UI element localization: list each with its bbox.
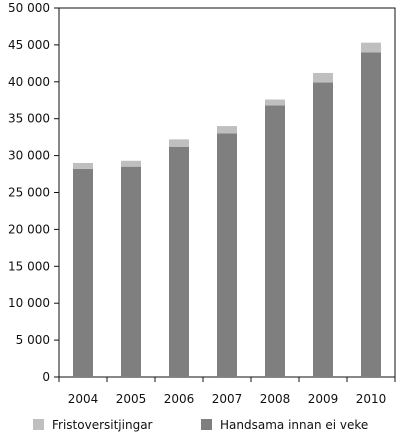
bar-2010-fristoversitjingar (361, 42, 381, 53)
bar-2009-handsama-innan-ei-veke (313, 82, 333, 378)
y-tick-label: 40 000 (8, 75, 50, 89)
legend-swatch-handsama-innan-ei-veke (201, 419, 212, 430)
y-tick-label: 15 000 (8, 259, 50, 273)
y-tick-label: 5 000 (16, 333, 50, 347)
bar-2004-handsama-innan-ei-veke (73, 168, 93, 377)
bar-2004-fristoversitjingar (73, 162, 93, 169)
bar-2006-fristoversitjingar (169, 139, 189, 147)
x-tick-label: 2006 (164, 392, 195, 406)
bar-2005-fristoversitjingar (121, 160, 141, 167)
bar-2006-handsama-innan-ei-veke (169, 146, 189, 377)
bar-2005-handsama-innan-ei-veke (121, 166, 141, 377)
plot-area: 0 5 000 10 000 15 000 20 000 25 000 30 000 35 0… (8, 1, 396, 406)
legend: Fristoversitjingar Handsama innan ei vek… (33, 418, 368, 432)
y-tick-label: 20 000 (8, 222, 50, 236)
bar-2007-fristoversitjingar (217, 126, 237, 134)
y-tick-label: 10 000 (8, 296, 50, 310)
bar-2008-handsama-innan-ei-veke (265, 105, 285, 377)
legend-label-handsama-innan-ei-veke: Handsama innan ei veke (220, 418, 368, 432)
legend-swatch-fristoversitjingar (33, 419, 44, 430)
bar-2008-fristoversitjingar (265, 99, 285, 106)
x-tick-label: 2008 (260, 392, 291, 406)
y-tick-label: 30 000 (8, 149, 50, 163)
x-tick-label: 2010 (356, 392, 387, 406)
x-tick-label: 2007 (212, 392, 243, 406)
x-tick-label: 2009 (308, 392, 339, 406)
bar-2010-handsama-innan-ei-veke (361, 52, 381, 377)
y-tick-label: 0 (42, 370, 50, 384)
x-tick-label: 2005 (116, 392, 147, 406)
y-tick-label: 45 000 (8, 38, 50, 52)
y-tick-label: 50 000 (8, 1, 50, 15)
bar-2009-fristoversitjingar (313, 72, 333, 83)
bar-2007-handsama-innan-ei-veke (217, 133, 237, 377)
y-tick-label: 35 000 (8, 112, 50, 126)
x-tick-label: 2004 (68, 392, 99, 406)
legend-label-fristoversitjingar: Fristoversitjingar (52, 418, 153, 432)
y-tick-label: 25 000 (8, 186, 50, 200)
